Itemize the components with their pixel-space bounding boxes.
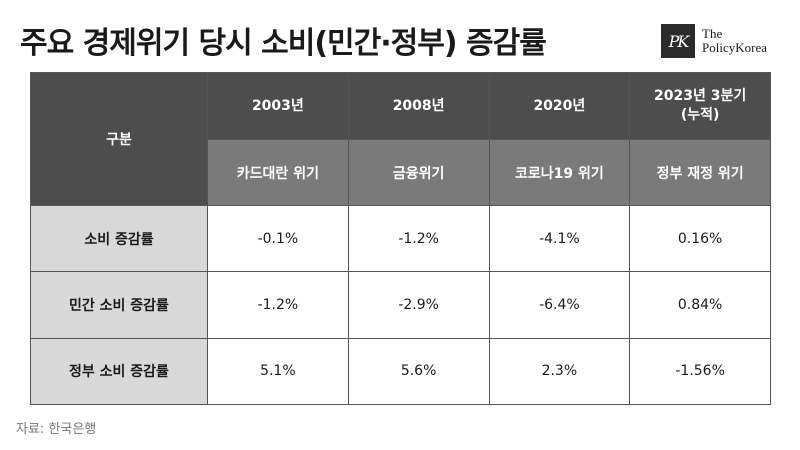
table-cell: -2.9%	[347, 271, 490, 339]
table-cell: 5.6%	[347, 337, 490, 406]
logo-wordmark: The PolicyKorea	[702, 27, 767, 55]
table-cell: -1.2%	[207, 271, 349, 339]
event-header: 카드대란 위기	[207, 139, 349, 206]
consumption-table: 구분 2003년 2008년 2020년 2023년 3분기 (누적) 카드대란 …	[30, 72, 771, 406]
event-header: 금융위기	[347, 139, 490, 206]
table-cell: 2.3%	[488, 337, 631, 406]
row-label: 민간 소비 증감률	[30, 271, 208, 339]
logo-line-1: The	[702, 26, 723, 41]
table-cell: -1.56%	[629, 337, 771, 406]
policykorea-logo-icon: PK	[661, 24, 695, 58]
row-label: 정부 소비 증감률	[30, 337, 208, 406]
year-header-line: (누적)	[680, 107, 720, 123]
table-row: 정부 소비 증감률 5.1% 5.6% 2.3% -1.56%	[30, 337, 771, 406]
source-note: 자료: 한국은행	[16, 422, 97, 437]
table-cell: -1.2%	[347, 204, 490, 273]
page-title: 주요 경제위기 당시 소비(민간·정부) 증감률	[20, 26, 547, 61]
event-header: 정부 재정 위기	[629, 139, 771, 206]
year-header: 2023년 3분기 (누적)	[629, 72, 771, 140]
year-header: 2020년	[488, 72, 631, 140]
corner-header: 구분	[30, 72, 208, 206]
table-cell: -4.1%	[488, 204, 631, 273]
year-header-line: 2003년	[251, 97, 304, 114]
event-header: 코로나19 위기	[488, 139, 631, 206]
table-row: 소비 증감률 -0.1% -1.2% -4.1% 0.16%	[30, 204, 771, 273]
table-cell: -0.1%	[207, 204, 349, 273]
year-header: 2003년	[207, 72, 349, 140]
year-header: 2008년	[347, 72, 490, 140]
table-cell: 0.16%	[629, 204, 771, 273]
row-label: 소비 증감률	[30, 204, 208, 273]
table-cell: 5.1%	[207, 337, 349, 406]
table-cell: 0.84%	[629, 271, 771, 339]
logo-line-2: PolicyKorea	[702, 40, 767, 55]
table-row: 민간 소비 증감률 -1.2% -2.9% -6.4% 0.84%	[30, 271, 771, 339]
brand-logo: PK The PolicyKorea	[661, 24, 767, 58]
table-cell: -6.4%	[488, 271, 631, 339]
year-header-line: 2023년 3분기	[654, 88, 747, 104]
year-header-line: 2020년	[533, 97, 586, 114]
year-header-line: 2008년	[392, 97, 445, 114]
